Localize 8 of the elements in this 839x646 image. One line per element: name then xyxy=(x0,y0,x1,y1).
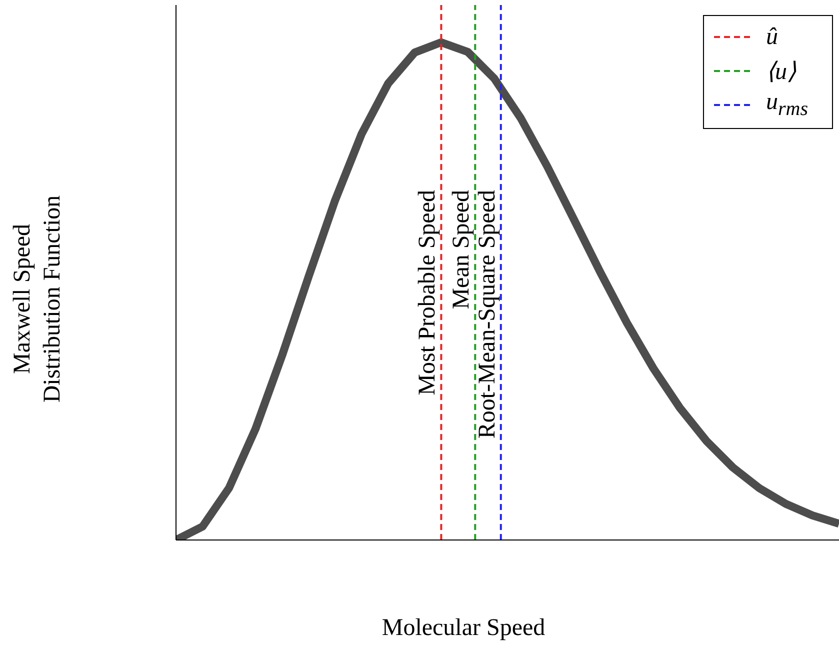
text: ⟨u⟩ xyxy=(766,58,796,84)
annotation: Root-Mean-Square Speed xyxy=(474,190,500,439)
text: u$_{rms}$ xyxy=(766,89,808,120)
annotation: Most Probable Speed xyxy=(414,190,441,396)
y-axis-title: Maxwell Speed Distribution Function xyxy=(9,195,67,403)
x-axis-title: Molecular Speed xyxy=(380,615,546,642)
text: û xyxy=(766,24,778,50)
annotation: Mean Speed xyxy=(448,190,475,310)
